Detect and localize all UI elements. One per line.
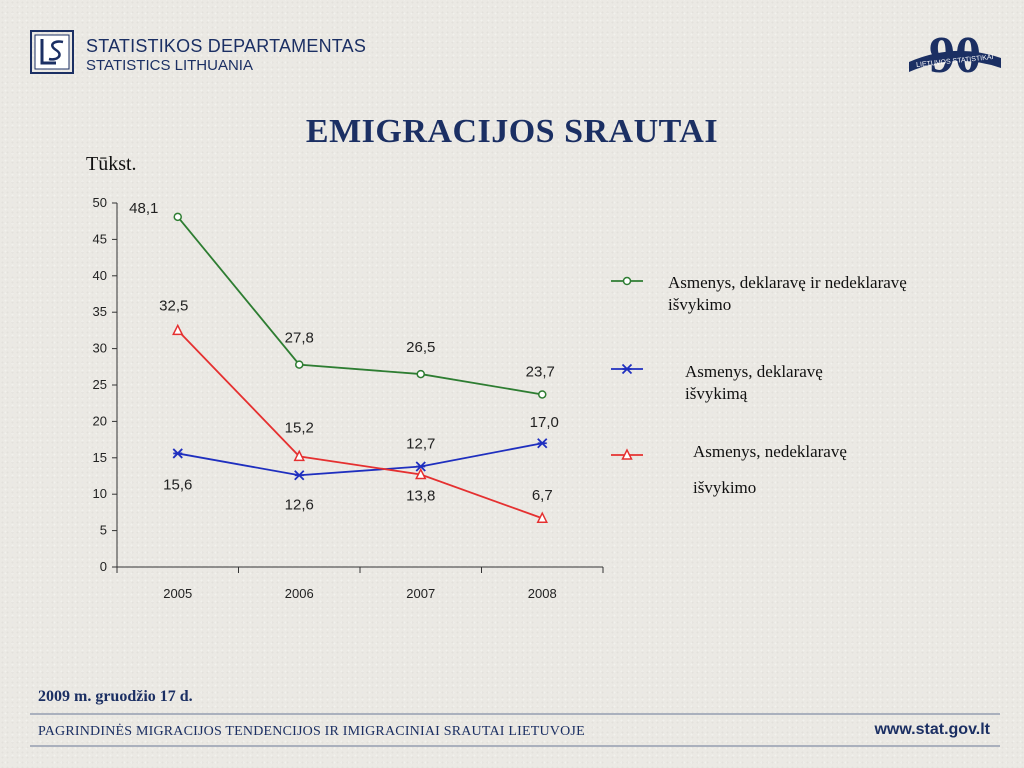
y-tick-label-35: 35 (93, 304, 107, 319)
data-point-undeclared-2005 (172, 323, 184, 336)
footer-website-link[interactable]: www.stat.gov.lt (874, 721, 990, 738)
y-tick-label-45: 45 (93, 231, 107, 246)
legend-label-declared-line2: išvykimą (685, 384, 748, 403)
data-point-undeclared-2008 (536, 511, 548, 523)
legend-label-undeclared-line1: Asmenys, nedeklaravę (693, 442, 847, 461)
x-tick-label-2005: 2005 (163, 586, 192, 601)
y-tick-label-30: 30 (93, 341, 107, 356)
legend-label-declared: Asmenys, deklaravę išvykimą (685, 361, 823, 405)
x-tick-label-2006: 2006 (285, 586, 314, 601)
series-line-total (177, 216, 543, 396)
data-label-total-2008: 23,7 (526, 363, 555, 380)
data-point-total-2008 (538, 390, 547, 399)
data-label-undeclared-2007: 12,7 (406, 436, 435, 453)
org-name-en: STATISTICS LITHUANIA (86, 57, 253, 74)
data-label-declared-2006: 12,6 (285, 496, 314, 513)
data-point-total-2005 (173, 212, 182, 222)
legend-swatch-marker-declared (621, 363, 633, 375)
y-tick-label-5: 5 (100, 523, 107, 538)
data-point-total-2007 (416, 369, 425, 379)
y-tick-label-15: 15 (93, 450, 107, 465)
statistics-lithuania-logo (30, 30, 74, 74)
y-tick-label-50: 50 (93, 195, 107, 210)
legend-label-total-line2: išvykimo (668, 295, 732, 314)
data-point-undeclared-2006 (293, 449, 305, 462)
data-label-declared-2007: 13,8 (406, 488, 435, 505)
data-point-declared-2006 (294, 470, 305, 481)
x-tick-label-2007: 2007 (406, 586, 435, 601)
legend-swatch-marker-undeclared (621, 448, 633, 460)
y-tick-label-0: 0 (100, 559, 107, 574)
x-tick-label-2008: 2008 (528, 586, 557, 601)
series-line-undeclared (177, 329, 543, 520)
data-label-total-2005: 48,1 (129, 200, 158, 217)
data-label-declared-2008: 17,0 (530, 414, 559, 431)
footer-divider-top (30, 713, 1000, 715)
legend-label-total: Asmenys, deklaravę ir nedeklaravę išvyki… (668, 272, 907, 316)
legend-swatch-marker-total (622, 276, 632, 286)
legend-label-total-line1: Asmenys, deklaravę ir nedeklaravę (668, 273, 907, 292)
data-label-undeclared-2008: 6,7 (532, 487, 553, 504)
anniversary-90-logo: 90 LIETUVOS STATISTIKAI (909, 28, 1001, 80)
footer-divider-bottom (30, 745, 1000, 747)
data-label-total-2006: 27,8 (285, 330, 314, 347)
y-tick-label-10: 10 (93, 486, 107, 501)
series-line-declared (177, 442, 543, 477)
data-label-undeclared-2006: 15,2 (285, 419, 314, 436)
y-tick-label-20: 20 (93, 413, 107, 428)
org-name-lt: STATISTIKOS DEPARTAMENTAS (86, 36, 367, 56)
data-label-undeclared-2005: 32,5 (159, 297, 188, 314)
page-title: EMIGRACIJOS SRAUTAI (305, 113, 719, 150)
y-tick-label-25: 25 (93, 377, 107, 392)
data-point-total-2006 (295, 360, 304, 369)
data-point-declared-2005 (172, 448, 183, 459)
data-label-total-2007: 26,5 (406, 339, 435, 356)
legend-label-undeclared-line2: išvykimo (693, 478, 757, 497)
footer-presentation-title: PAGRINDINĖS MIGRACIJOS TENDENCIJOS IR IM… (38, 724, 585, 739)
data-label-declared-2005: 15,6 (163, 476, 192, 493)
y-tick-label-40: 40 (93, 268, 107, 283)
data-point-declared-2007 (415, 461, 426, 472)
presentation-date: 2009 m. gruodžio 17 d. (38, 688, 193, 705)
legend-label-declared-line1: Asmenys, deklaravę (685, 362, 823, 381)
data-point-undeclared-2007 (415, 467, 427, 480)
legend-label-undeclared: Asmenys, nedeklaravę išvykimo (693, 441, 847, 499)
y-axis-unit-label: Tūkst. (86, 153, 137, 175)
data-point-declared-2008 (537, 438, 548, 449)
